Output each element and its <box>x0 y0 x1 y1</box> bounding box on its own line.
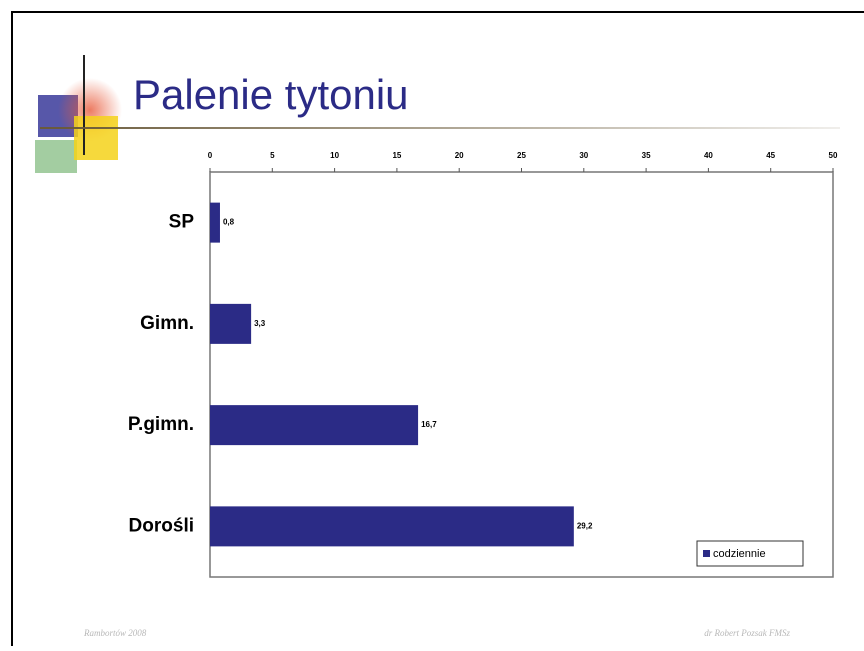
deco-yellow <box>74 116 118 160</box>
bar <box>210 202 220 243</box>
x-tick-label: 40 <box>704 151 713 160</box>
legend-label: codziennie <box>713 548 766 560</box>
value-label: 0,8 <box>223 218 235 227</box>
deco-green <box>35 140 77 173</box>
y-tick-label: SP <box>169 212 195 233</box>
y-tick-label: P.gimn. <box>128 414 194 435</box>
value-label: 29,2 <box>577 521 593 530</box>
x-tick-label: 30 <box>579 151 588 160</box>
x-tick-label: 25 <box>517 151 526 160</box>
footer-left: Rambortów 2008 <box>83 628 147 638</box>
x-tick-label: 50 <box>829 151 838 160</box>
x-tick-label: 35 <box>642 151 651 160</box>
y-tick-label: Gimn. <box>140 313 194 334</box>
slide-title: Palenie tytoniu <box>133 71 409 118</box>
deco-hline <box>40 127 840 129</box>
slide-border <box>11 11 864 651</box>
legend-swatch <box>703 550 710 557</box>
y-tick-label: Dorośli <box>129 515 194 536</box>
x-tick-label: 10 <box>330 151 339 160</box>
x-tick-label: 0 <box>208 151 213 160</box>
x-tick-label: 15 <box>392 151 401 160</box>
legend: codziennie <box>696 540 804 567</box>
x-tick-label: 5 <box>270 151 275 160</box>
x-tick-label: 45 <box>766 151 775 160</box>
value-label: 3,3 <box>254 319 266 328</box>
bar <box>210 506 574 547</box>
bar <box>210 405 419 446</box>
legend-box <box>696 540 804 567</box>
footer-right: dr Robert Pozsak FMSz <box>704 628 790 638</box>
value-label: 16,7 <box>421 420 437 429</box>
x-tick-label: 20 <box>455 151 464 160</box>
bar <box>210 303 252 344</box>
